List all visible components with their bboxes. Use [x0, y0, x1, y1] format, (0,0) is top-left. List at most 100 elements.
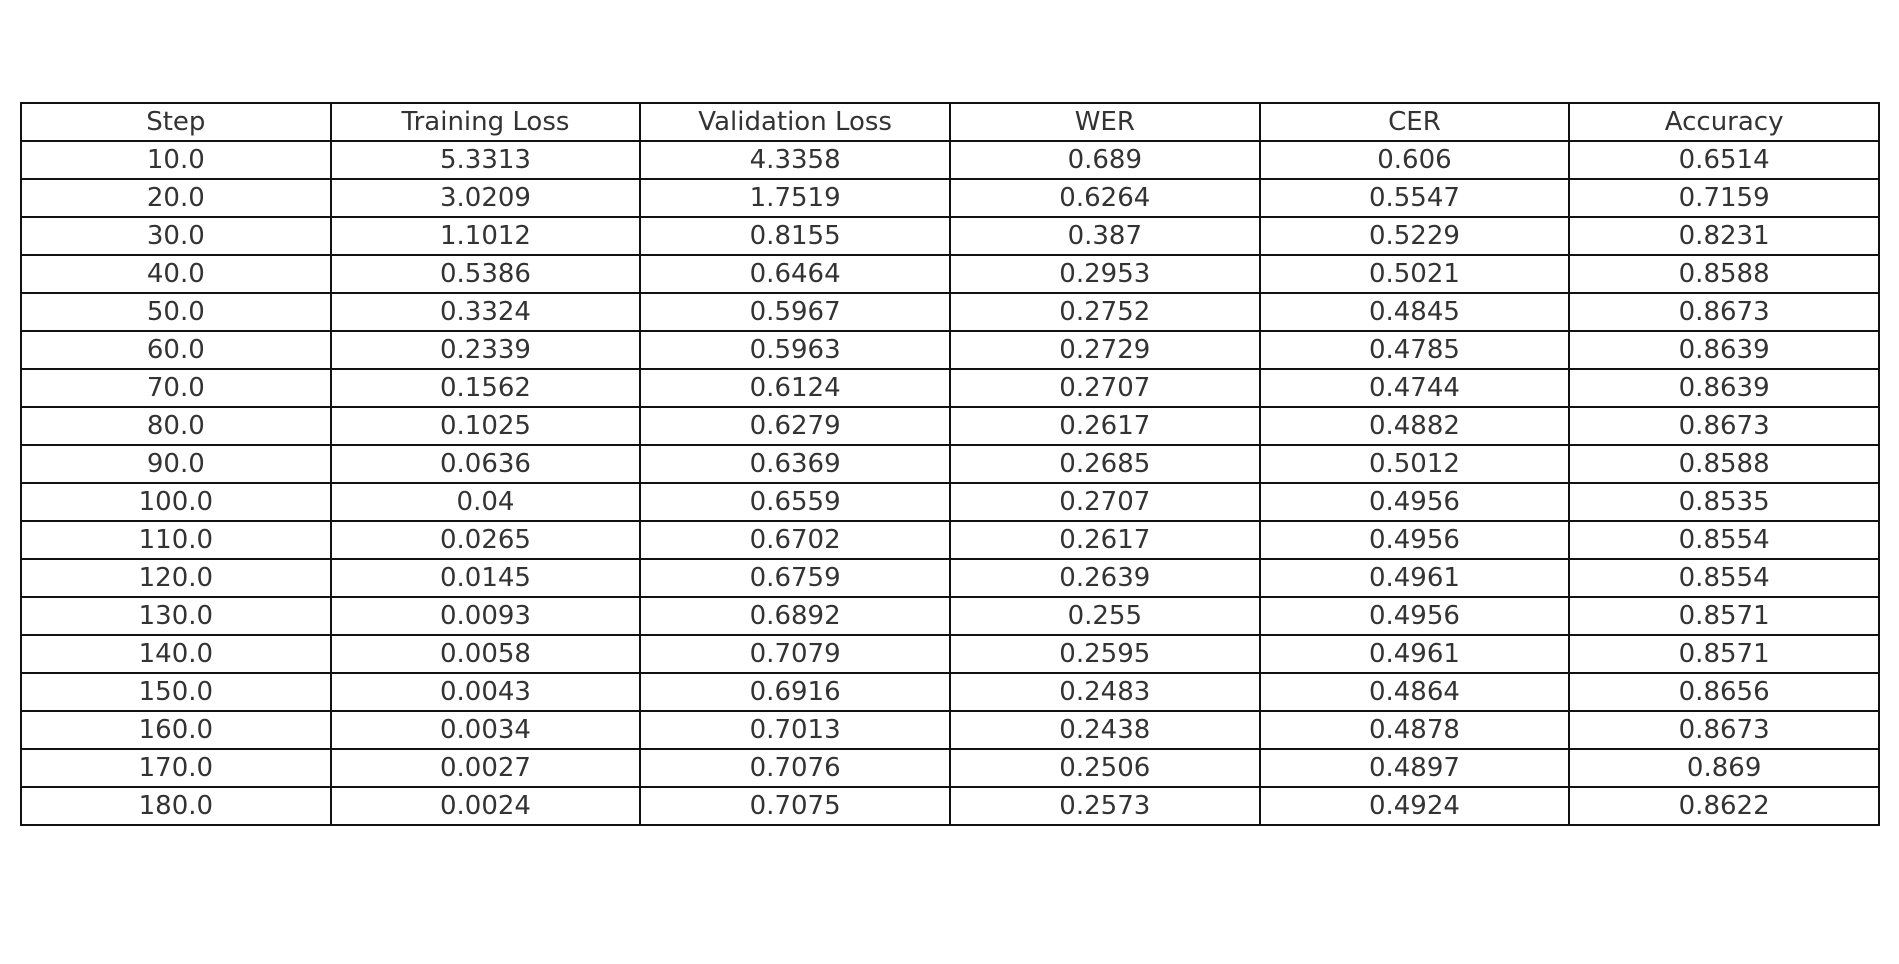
table-cell: 0.6759: [639, 558, 951, 598]
table-cell: 0.5967: [639, 292, 951, 332]
table-cell: 0.5386: [329, 254, 642, 294]
table-cell: 0.8155: [639, 216, 951, 256]
column-header: Validation Loss: [639, 102, 951, 142]
table-cell: 0.255: [948, 596, 1261, 636]
table-cell: 0.2438: [948, 710, 1261, 750]
table-cell: 0.7159: [1568, 178, 1880, 218]
table-cell: 60.0: [20, 330, 332, 370]
table-row: 90.0 0.0636 0.6369 0.2685 0.5012 0.8588: [20, 444, 1880, 484]
table-cell: 0.387: [948, 216, 1261, 256]
metrics-table-container: Step Training Loss Validation Loss WER CER Ac…: [20, 102, 1880, 826]
table-cell: 1.7519: [639, 178, 951, 218]
table-cell: 0.2729: [948, 330, 1261, 370]
table-cell: 0.2707: [948, 368, 1261, 408]
table-cell: 0.5012: [1258, 444, 1571, 484]
table-cell: 170.0: [20, 748, 332, 788]
table-cell: 0.2953: [948, 254, 1261, 294]
table-cell: 140.0: [20, 634, 332, 674]
table-cell: 0.2595: [948, 634, 1261, 674]
table-row: 50.0 0.3324 0.5967 0.2752 0.4845 0.8673: [20, 292, 1880, 332]
table-cell: 0.8673: [1568, 292, 1880, 332]
table-cell: 0.8554: [1568, 558, 1880, 598]
metrics-table: Step Training Loss Validation Loss WER CER Ac…: [20, 102, 1880, 826]
table-cell: 0.606: [1258, 140, 1571, 180]
table-cell: 0.4744: [1258, 368, 1571, 408]
table-cell: 0.6892: [639, 596, 951, 636]
table-cell: 0.8673: [1568, 710, 1880, 750]
table-cell: 0.4924: [1258, 786, 1571, 826]
table-cell: 0.4878: [1258, 710, 1571, 750]
table-cell: 160.0: [20, 710, 332, 750]
table-cell: 0.6916: [639, 672, 951, 712]
table-cell: 3.0209: [329, 178, 642, 218]
table-cell: 70.0: [20, 368, 332, 408]
table-cell: 4.3358: [639, 140, 951, 180]
table-cell: 0.8554: [1568, 520, 1880, 560]
table-cell: 0.0058: [329, 634, 642, 674]
table-cell: 0.4785: [1258, 330, 1571, 370]
table-cell: 0.4882: [1258, 406, 1571, 446]
table-cell: 0.0265: [329, 520, 642, 560]
table-row: 170.0 0.0027 0.7076 0.2506 0.4897 0.869: [20, 748, 1880, 788]
table-cell: 0.8639: [1568, 368, 1880, 408]
table-cell: 0.4897: [1258, 748, 1571, 788]
table-cell: 0.6559: [639, 482, 951, 522]
table-cell: 0.0024: [329, 786, 642, 826]
table-row: 180.0 0.0024 0.7075 0.2573 0.4924 0.8622: [20, 786, 1880, 826]
table-cell: 0.7013: [639, 710, 951, 750]
table-cell: 0.8535: [1568, 482, 1880, 522]
table-cell: 80.0: [20, 406, 332, 446]
table-cell: 0.0027: [329, 748, 642, 788]
column-header: CER: [1258, 102, 1571, 142]
table-cell: 0.1562: [329, 368, 642, 408]
table-cell: 0.4845: [1258, 292, 1571, 332]
table-cell: 0.5963: [639, 330, 951, 370]
table-cell: 0.4956: [1258, 520, 1571, 560]
table-cell: 0.8656: [1568, 672, 1880, 712]
table-cell: 0.4961: [1258, 634, 1571, 674]
table-cell: 0.6124: [639, 368, 951, 408]
table-cell: 0.6702: [639, 520, 951, 560]
column-header: Accuracy: [1568, 102, 1880, 142]
table-cell: 0.4956: [1258, 482, 1571, 522]
table-cell: 0.2617: [948, 406, 1261, 446]
table-cell: 0.6279: [639, 406, 951, 446]
table-header: Step Training Loss Validation Loss WER CER Ac…: [20, 102, 1880, 142]
table-cell: 0.8639: [1568, 330, 1880, 370]
table-cell: 0.869: [1568, 748, 1880, 788]
table-cell: 100.0: [20, 482, 332, 522]
table-row: 130.0 0.0093 0.6892 0.255 0.4956 0.8571: [20, 596, 1880, 636]
table-cell: 0.0034: [329, 710, 642, 750]
header-row: Step Training Loss Validation Loss WER CER Ac…: [20, 102, 1880, 142]
table-cell: 0.6264: [948, 178, 1261, 218]
table-cell: 0.6514: [1568, 140, 1880, 180]
table-row: 120.0 0.0145 0.6759 0.2639 0.4961 0.8554: [20, 558, 1880, 598]
table-cell: 0.2483: [948, 672, 1261, 712]
table-cell: 0.689: [948, 140, 1261, 180]
table-cell: 0.8571: [1568, 596, 1880, 636]
table-cell: 0.4961: [1258, 558, 1571, 598]
table-cell: 0.5229: [1258, 216, 1571, 256]
table-row: 110.0 0.0265 0.6702 0.2617 0.4956 0.8554: [20, 520, 1880, 560]
column-header: Training Loss: [329, 102, 642, 142]
table-row: 100.0 0.04 0.6559 0.2707 0.4956 0.8535: [20, 482, 1880, 522]
column-header: Step: [20, 102, 332, 142]
table-cell: 0.0145: [329, 558, 642, 598]
table-cell: 0.8588: [1568, 444, 1880, 484]
table-row: 10.0 5.3313 4.3358 0.689 0.606 0.6514: [20, 140, 1880, 180]
table-cell: 5.3313: [329, 140, 642, 180]
table-cell: 0.8622: [1568, 786, 1880, 826]
table-cell: 180.0: [20, 786, 332, 826]
table-cell: 110.0: [20, 520, 332, 560]
table-cell: 30.0: [20, 216, 332, 256]
table-cell: 0.3324: [329, 292, 642, 332]
table-cell: 0.8673: [1568, 406, 1880, 446]
table-cell: 0.4864: [1258, 672, 1571, 712]
table-cell: 20.0: [20, 178, 332, 218]
table-cell: 0.2339: [329, 330, 642, 370]
table-row: 150.0 0.0043 0.6916 0.2483 0.4864 0.8656: [20, 672, 1880, 712]
table-row: 160.0 0.0034 0.7013 0.2438 0.4878 0.8673: [20, 710, 1880, 750]
table-row: 80.0 0.1025 0.6279 0.2617 0.4882 0.8673: [20, 406, 1880, 446]
table-cell: 0.04: [329, 482, 642, 522]
table-cell: 0.7076: [639, 748, 951, 788]
